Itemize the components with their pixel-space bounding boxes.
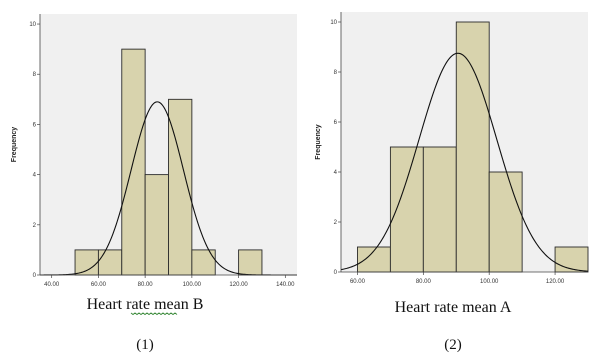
histogram-bar <box>422 146 457 273</box>
y-tick-label: 4 <box>33 173 37 179</box>
y-tick-label: 10 <box>29 22 36 28</box>
spellcheck-underline <box>130 312 178 316</box>
y-axis-label: Frequency <box>315 124 322 160</box>
y-tick-label: 6 <box>33 122 37 128</box>
y-tick-label: 2 <box>33 223 37 229</box>
x-tick-label: 100.00 <box>183 282 202 288</box>
y-tick-label: 8 <box>33 72 37 78</box>
y-tick-label: 2 <box>334 220 338 226</box>
x-tick-label: 80.00 <box>138 282 154 288</box>
histogram-panel-heart-rate-b: 0 2 4 6 8 10 40.00 60.00 80.00 100.00 120.00 140.00… <box>11 14 297 353</box>
histogram-bar <box>74 249 99 276</box>
x-axis-caption: Heart rate mean B <box>87 296 204 313</box>
x-tick-label: 80.00 <box>416 279 432 285</box>
y-tick-label: 0 <box>334 270 338 276</box>
y-tick-label: 0 <box>33 273 37 279</box>
x-axis-caption: Heart rate mean A <box>395 299 512 316</box>
y-tick-label: 10 <box>330 20 337 26</box>
histogram-bar <box>191 249 216 276</box>
y-tick-label: 6 <box>334 120 338 126</box>
x-tick-label: 120.00 <box>546 279 565 285</box>
x-tick-label: 60.00 <box>350 279 366 285</box>
histogram-bar <box>144 174 169 276</box>
histogram-panel-heart-rate-a: 0 2 4 6 8 10 60.00 80.00 100.00 120.00 Frequency He… <box>315 12 589 353</box>
x-tick-label: 40.00 <box>44 282 60 288</box>
histogram-bar <box>238 249 263 276</box>
y-tick-label: 4 <box>334 170 338 176</box>
panel-number: (2) <box>444 337 462 353</box>
y-axis-label: Frequency <box>11 127 18 163</box>
histogram-bar <box>389 146 424 273</box>
histogram-bar <box>455 21 490 273</box>
x-tick-label: 140.00 <box>276 282 295 288</box>
normal-curve <box>340 52 589 272</box>
x-tick-label: 60.00 <box>91 282 107 288</box>
x-tick-label: 120.00 <box>229 282 248 288</box>
histogram-bar <box>488 171 523 273</box>
y-tick-label: 8 <box>334 70 338 76</box>
histogram-bar <box>97 249 123 276</box>
panel-number: (1) <box>136 337 154 353</box>
histogram-bar <box>554 246 589 273</box>
x-tick-label: 100.00 <box>480 279 499 285</box>
